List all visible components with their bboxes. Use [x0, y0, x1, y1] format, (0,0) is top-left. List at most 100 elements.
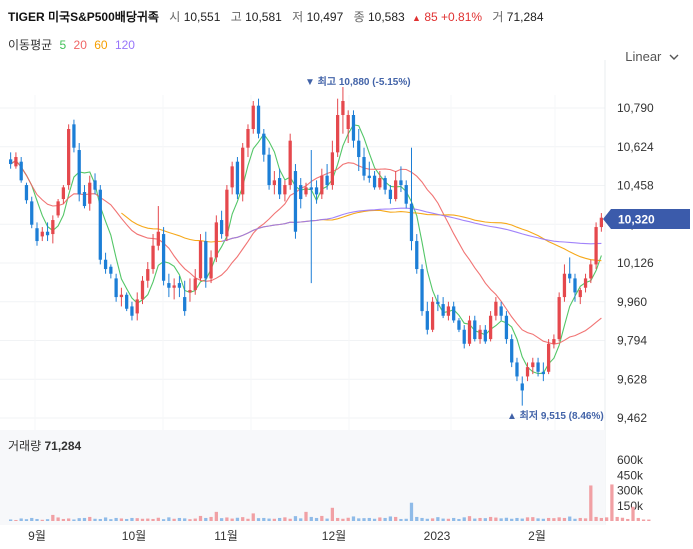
candle-body — [436, 301, 440, 305]
volume-bar — [631, 506, 635, 521]
candle-body — [362, 157, 366, 176]
candle-body — [483, 329, 487, 342]
volume-bar — [135, 518, 139, 521]
volume-bar — [605, 517, 609, 521]
volume-bar — [541, 518, 545, 521]
volume-bar — [436, 517, 440, 521]
volume-bar — [14, 519, 18, 521]
date-axis: 9월 10월 11월 12월 2023 2월 — [28, 529, 546, 543]
candle-body — [82, 192, 87, 207]
candle-body — [204, 241, 208, 279]
volume-bar — [241, 517, 245, 521]
volume-bar — [636, 517, 640, 521]
volume-bar — [156, 517, 160, 521]
volume-bar — [478, 517, 482, 521]
volume-bar — [515, 517, 519, 521]
candle-body — [56, 201, 60, 216]
candle-body — [51, 220, 55, 235]
candle-body — [409, 203, 414, 242]
volume-bars — [9, 484, 651, 521]
volume-bar — [146, 518, 150, 521]
y-tick-label: 10,790 — [617, 101, 654, 115]
scale-dropdown[interactable]: Linear — [625, 49, 679, 64]
volume-bar — [177, 517, 182, 521]
candle-body — [61, 187, 66, 200]
candle-body — [40, 231, 44, 237]
volume-bar — [425, 518, 429, 521]
volume-bar — [67, 518, 71, 521]
x-tick-label: 12월 — [322, 529, 346, 543]
volume-bar — [272, 518, 276, 521]
volume-bar — [30, 517, 34, 521]
candle-body — [504, 315, 509, 340]
volume-bar — [330, 507, 335, 521]
candle-body — [14, 157, 18, 167]
candle-body — [441, 304, 445, 316]
candle-body — [283, 185, 287, 195]
x-tick-label: 2월 — [528, 529, 546, 543]
candle-body — [125, 294, 129, 309]
volume-bar — [125, 518, 129, 521]
high-annotation: ▼ 최고 10,880 (-5.15%) — [305, 75, 411, 88]
volume-bar — [299, 518, 303, 521]
volume-bar — [219, 518, 224, 521]
candle-body — [172, 285, 176, 288]
volume-bar — [599, 517, 603, 521]
candle-body — [209, 257, 213, 279]
volume-bar — [383, 517, 387, 521]
candle-body — [225, 189, 229, 237]
volume-bar — [82, 517, 87, 521]
candle-body — [309, 187, 313, 190]
candle-body — [446, 306, 451, 316]
ma5-legend: 5 — [59, 38, 67, 52]
volume-bar — [510, 518, 514, 521]
volume-bar — [246, 518, 250, 521]
candle-body — [520, 383, 524, 391]
candle-body — [219, 220, 224, 235]
candle-body — [230, 166, 234, 188]
volume-bar — [304, 511, 308, 521]
volume-bar — [562, 517, 567, 521]
candle-body — [510, 339, 514, 363]
volume-bar — [103, 517, 108, 521]
candle-body — [9, 159, 13, 165]
candle-body — [140, 280, 145, 300]
candle-body — [425, 311, 429, 330]
volume-bar — [119, 518, 124, 521]
close-value: 10,583 — [368, 10, 405, 24]
candle-body — [167, 283, 171, 288]
ma60-line — [121, 209, 602, 262]
volume-bar — [483, 518, 487, 521]
volume-bar — [351, 516, 356, 521]
candle-body — [103, 259, 108, 270]
volume-bar — [183, 518, 187, 521]
price-grid — [0, 60, 606, 525]
candle-body — [241, 147, 245, 195]
candle-body — [330, 152, 335, 186]
volume-bar — [446, 518, 451, 521]
candle-body — [378, 178, 382, 188]
volume-bar — [610, 484, 614, 521]
volume-bar — [167, 517, 171, 521]
candle-body — [515, 362, 519, 377]
volume-bar — [367, 517, 371, 521]
volume-bar — [198, 515, 203, 521]
candle-body — [151, 245, 155, 270]
candle-body — [45, 231, 50, 236]
volume-panel-bg — [0, 430, 605, 525]
annotations: ▼ 최고 10,880 (-5.15%) ▲ 최저 9,515 (8.46%) — [305, 75, 604, 422]
volume-bar — [583, 518, 588, 521]
candle-body — [462, 329, 466, 344]
volume-bar — [441, 518, 445, 521]
candle-body — [388, 189, 393, 200]
candle-body — [594, 227, 598, 265]
moving-average-legend[interactable]: 이동평균 5 20 60 120 — [8, 36, 139, 53]
candle-body — [19, 161, 23, 181]
volume-bar — [193, 518, 197, 521]
candle-body — [583, 278, 588, 288]
volume-bar — [251, 513, 255, 521]
candle-body — [562, 273, 567, 298]
volume-bar — [256, 518, 261, 521]
